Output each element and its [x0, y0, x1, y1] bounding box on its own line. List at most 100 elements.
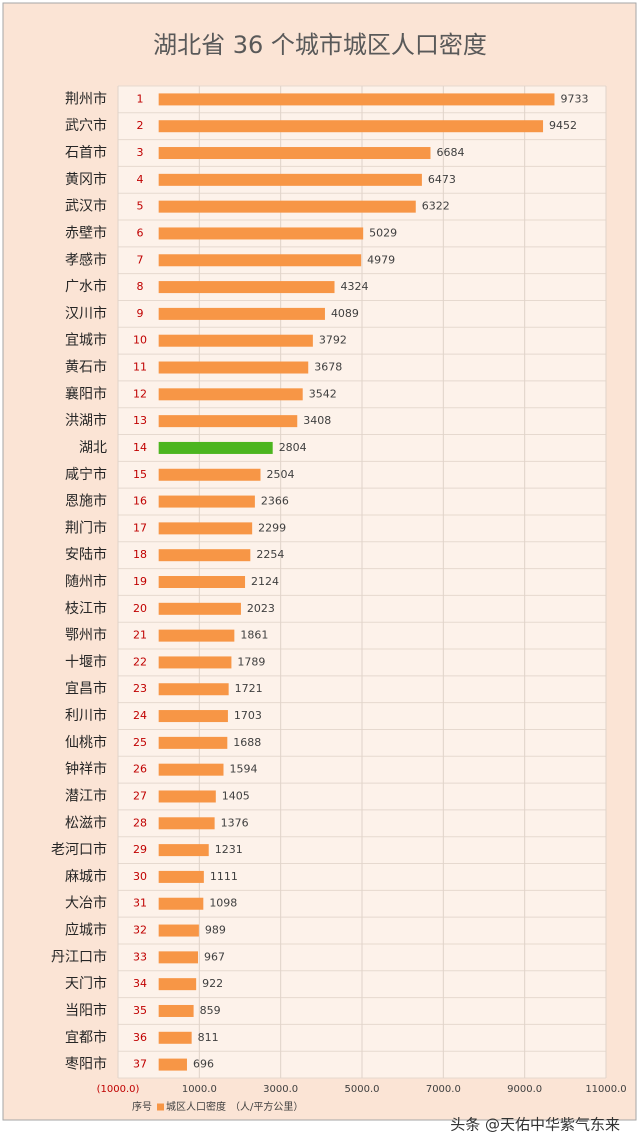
bar: [158, 683, 229, 696]
y-tick-label: 赤壁市: [65, 224, 107, 241]
value-label: 9452: [549, 119, 577, 132]
rank-label: 11: [133, 361, 147, 374]
legend-label: 城区人口密度: [166, 1100, 226, 1113]
rank-label: 22: [133, 655, 147, 668]
value-label: 4089: [331, 307, 359, 320]
y-tick-label: 天门市: [65, 975, 107, 992]
value-label: 1721: [235, 682, 263, 695]
bar: [158, 924, 199, 937]
bar: [158, 844, 209, 857]
bar: [158, 415, 298, 428]
rank-label: 31: [133, 897, 147, 910]
y-tick-label: 湖北: [79, 440, 107, 456]
rank-label: 10: [133, 334, 147, 347]
y-tick-label: 应城市: [65, 922, 107, 939]
value-label: 2366: [261, 495, 289, 508]
value-label: 1111: [210, 870, 238, 883]
rank-label: 34: [133, 977, 147, 990]
rank-label: 30: [133, 870, 147, 883]
bar: [158, 710, 228, 723]
bar: [158, 307, 325, 320]
value-label: 3792: [319, 334, 347, 347]
bar: [158, 763, 224, 776]
value-label: 1594: [229, 763, 257, 776]
rank-label: 20: [133, 602, 147, 615]
value-label: 4979: [367, 253, 395, 266]
y-tick-label: 广水市: [65, 278, 107, 295]
rank-label: 19: [133, 575, 147, 588]
rank-label: 35: [133, 1004, 147, 1017]
value-label: 6473: [428, 173, 456, 186]
value-label: 811: [198, 1031, 219, 1044]
x-tick-label: 9000.0: [507, 1084, 542, 1095]
y-tick-label: 鄂州市: [65, 627, 107, 644]
value-label: 3408: [303, 414, 331, 427]
value-label: 1688: [233, 736, 261, 749]
value-label: 1789: [237, 655, 265, 668]
rank-label: 29: [133, 843, 147, 856]
value-label: 2504: [266, 468, 294, 481]
bar: [158, 361, 309, 374]
chart-title: 湖北省 36 个城市城区人口密度: [153, 31, 487, 59]
bar: [158, 951, 198, 964]
bar: [158, 1031, 192, 1044]
y-tick-label: 枝江市: [65, 600, 107, 617]
y-tick-label: 丹江口市: [51, 948, 107, 965]
rank-label: 23: [133, 682, 147, 695]
y-tick-label: 咸宁市: [65, 466, 107, 483]
y-tick-label: 仙桃市: [65, 734, 107, 751]
y-tick-label: 大冶市: [65, 895, 107, 912]
value-label: 1376: [221, 816, 249, 829]
bar: [158, 978, 197, 991]
y-tick-label: 安陆市: [65, 546, 107, 563]
bar: [158, 817, 215, 830]
y-tick-label: 宜都市: [65, 1029, 107, 1046]
x-tick-label: 1000.0: [182, 1084, 217, 1095]
bar: [158, 254, 362, 267]
value-label: 6684: [436, 146, 464, 159]
x-tick-label: 3000.0: [263, 1084, 298, 1095]
y-tick-label: 当阳市: [65, 1002, 107, 1019]
rank-label: 4: [137, 173, 144, 186]
bar: [158, 629, 235, 642]
value-label: 922: [202, 977, 223, 990]
value-label: 6322: [422, 200, 450, 213]
rank-label: 32: [133, 924, 147, 937]
x-tick-label: 7000.0: [426, 1084, 461, 1095]
value-label: 1861: [240, 629, 268, 642]
y-tick-label: 潜江市: [65, 787, 107, 804]
y-tick-label: 黄冈市: [65, 171, 107, 188]
value-label: 1703: [234, 709, 262, 722]
bar: [158, 1004, 194, 1017]
rank-label: 12: [133, 387, 147, 400]
bar: [158, 790, 216, 803]
value-label: 967: [204, 950, 225, 963]
rank-label: 18: [133, 548, 147, 561]
value-label: 2254: [256, 548, 284, 561]
value-label: 4324: [341, 280, 369, 293]
value-label: 1405: [222, 789, 250, 802]
value-label: 9733: [560, 92, 588, 105]
y-tick-label: 武汉市: [65, 198, 107, 215]
rank-label: 8: [137, 280, 144, 293]
rank-label: 37: [133, 1058, 147, 1071]
bar: [158, 576, 246, 588]
value-label: 1098: [209, 897, 237, 910]
bar: [158, 441, 273, 454]
y-tick-label: 襄阳市: [65, 385, 107, 402]
value-label: 859: [200, 1004, 221, 1017]
rank-label: 16: [133, 495, 147, 508]
bar: [158, 200, 416, 213]
y-tick-label: 武穴市: [65, 117, 107, 134]
rank-label: 3: [137, 146, 144, 159]
legend-swatch: [157, 1103, 164, 1111]
bar: [158, 93, 555, 106]
watermark: 头条 @天佑中华紫气东来: [450, 1116, 620, 1134]
rank-label: 17: [133, 521, 147, 534]
y-tick-label: 麻城市: [65, 868, 107, 885]
bar: [158, 334, 313, 347]
y-tick-label: 利川市: [65, 707, 107, 724]
rank-label: 2: [137, 119, 144, 132]
value-label: 2124: [251, 575, 279, 588]
